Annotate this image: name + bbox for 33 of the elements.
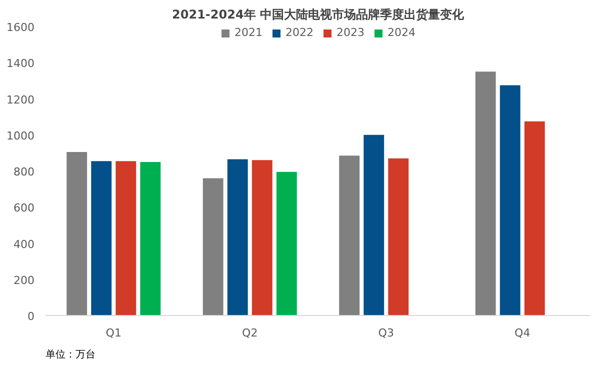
y-tick-label: 1000 [6, 129, 35, 142]
x-tick-label: Q1 [106, 326, 122, 340]
legend-label: 2022 [286, 26, 314, 39]
legend-label: 2024 [388, 26, 416, 39]
bar [475, 72, 496, 316]
bar [140, 162, 161, 316]
bar [66, 152, 88, 316]
legend-label: 2023 [336, 26, 364, 39]
legend-label: 2021 [234, 26, 262, 39]
y-tick-label: 1400 [6, 57, 35, 70]
y-tick-label: 200 [14, 274, 35, 287]
bar [388, 158, 409, 316]
x-tick-label: Q2 [242, 326, 258, 340]
chart-title: 2021-2024年 中国大陆电视市场品牌季度出货量变化 [172, 8, 465, 22]
x-tick-label: Q4 [514, 326, 530, 340]
bar [116, 161, 136, 316]
bar [91, 161, 112, 316]
bar [276, 172, 297, 316]
y-tick-label: 800 [14, 166, 35, 178]
bar [339, 156, 360, 316]
y-tick-label: 1600 [6, 21, 35, 34]
bar [524, 121, 545, 316]
bar [227, 159, 248, 316]
y-tick-label: 0 [28, 310, 34, 323]
x-tick-label: Q3 [378, 326, 394, 340]
bar [500, 85, 520, 316]
bar [202, 178, 224, 316]
text: 单位：万台 [46, 348, 96, 360]
y-tick-label: 600 [14, 202, 35, 215]
y-tick-label: 400 [14, 238, 35, 251]
y-tick-label: 1200 [6, 93, 35, 106]
bar [364, 134, 384, 316]
bar [252, 160, 272, 316]
